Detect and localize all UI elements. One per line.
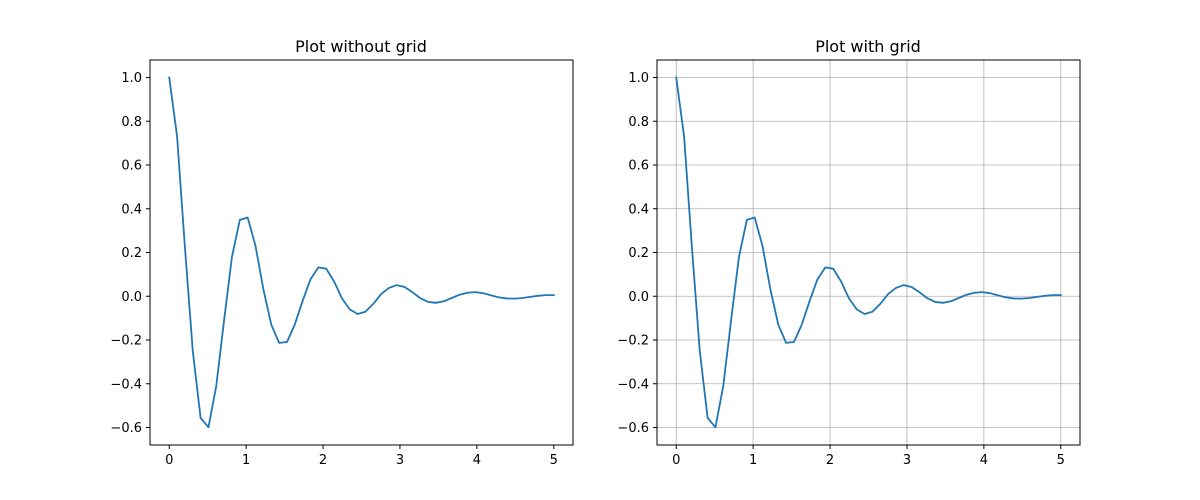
y-tick-label: 0.6 — [121, 159, 142, 174]
y-tick-label: −0.2 — [617, 334, 649, 349]
y-tick-label: 0.4 — [121, 202, 142, 217]
y-tick-label: 0.8 — [121, 115, 142, 130]
x-tick-label: 0 — [165, 453, 173, 468]
y-tick-label: 0.2 — [121, 246, 142, 261]
x-tick-label: 2 — [319, 453, 327, 468]
x-tick-label: 0 — [672, 453, 680, 468]
x-tick-label: 1 — [242, 453, 250, 468]
chart-title: Plot with grid — [815, 37, 921, 56]
chart-title: Plot without grid — [295, 37, 427, 56]
y-tick-label: −0.4 — [617, 377, 649, 392]
y-tick-label: 0.6 — [628, 159, 649, 174]
y-tick-label: 0.0 — [121, 290, 142, 305]
x-tick-label: 5 — [550, 453, 558, 468]
y-tick-label: −0.6 — [617, 421, 649, 436]
y-tick-label: −0.4 — [110, 377, 142, 392]
y-tick-label: 1.0 — [628, 71, 649, 86]
x-tick-label: 3 — [396, 453, 404, 468]
y-tick-label: −0.2 — [110, 334, 142, 349]
x-tick-label: 3 — [903, 453, 911, 468]
y-tick-label: 0.2 — [628, 246, 649, 261]
y-tick-label: 0.4 — [628, 202, 649, 217]
x-tick-label: 2 — [826, 453, 834, 468]
y-tick-label: 0.8 — [628, 115, 649, 130]
x-tick-label: 4 — [980, 453, 988, 468]
y-tick-label: 0.0 — [628, 290, 649, 305]
x-tick-label: 4 — [473, 453, 481, 468]
x-tick-label: 1 — [749, 453, 757, 468]
y-tick-label: −0.6 — [110, 421, 142, 436]
y-tick-label: 1.0 — [121, 71, 142, 86]
x-tick-label: 5 — [1057, 453, 1065, 468]
